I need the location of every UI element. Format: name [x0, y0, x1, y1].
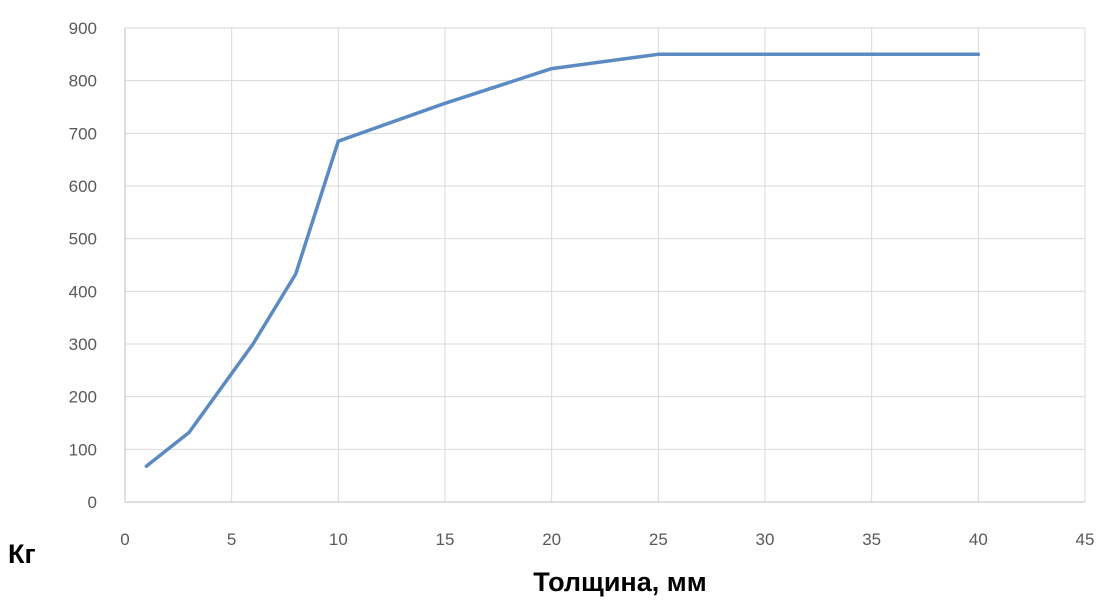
x-tick-label: 0: [120, 530, 129, 549]
data-point: [870, 52, 874, 56]
axes: [124, 28, 1085, 503]
series-line: [144, 52, 981, 468]
data-point: [144, 464, 148, 468]
y-tick-label: 600: [69, 177, 97, 196]
x-tick-label: 45: [1076, 530, 1095, 549]
data-point: [336, 139, 340, 143]
data-point: [443, 101, 447, 105]
y-tick-label: 100: [69, 440, 97, 459]
y-tick-label: 700: [69, 124, 97, 143]
series-layer: [144, 52, 981, 468]
data-point: [656, 52, 660, 56]
y-tick-label: 800: [69, 72, 97, 91]
x-tick-label: 10: [329, 530, 348, 549]
y-axis-title: Кг: [8, 539, 36, 569]
y-tick-label: 0: [88, 493, 97, 512]
tick-labels: 0 5 10 15 20 25 30 35 40 45 0 100 200 300 400 500 600 700…: [69, 19, 1095, 549]
x-tick-label: 40: [969, 530, 988, 549]
x-tick-label: 25: [649, 530, 668, 549]
data-point: [550, 67, 554, 71]
y-tick-label: 900: [69, 19, 97, 38]
x-axis-title: Толщина, мм: [533, 567, 706, 597]
x-tick-label: 15: [436, 530, 455, 549]
x-tick-label: 30: [756, 530, 775, 549]
x-tick-label: 20: [542, 530, 561, 549]
x-tick-label: 35: [862, 530, 881, 549]
y-tick-label: 200: [69, 388, 97, 407]
data-point: [976, 52, 980, 56]
x-tick-label: 5: [227, 530, 236, 549]
data-point: [763, 52, 767, 56]
data-point: [294, 272, 298, 276]
y-tick-label: 500: [69, 230, 97, 249]
data-point: [187, 430, 191, 434]
grid: [125, 27, 1086, 502]
y-tick-label: 300: [69, 335, 97, 354]
y-tick-label: 400: [69, 282, 97, 301]
data-point: [251, 342, 255, 346]
